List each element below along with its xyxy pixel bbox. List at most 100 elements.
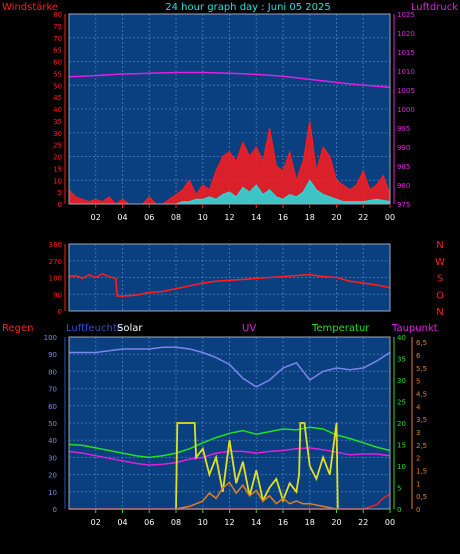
windstaerke-label: Windstärke [2, 2, 58, 13]
panel1-left-tick: 25 [53, 142, 62, 150]
temperatur-label: Temperatur [311, 323, 370, 334]
panel3-humidity-tick: 70 [48, 386, 57, 394]
panel3-dewpoint-tick: 3,5 [416, 416, 427, 424]
x-tick-label: 20 [331, 213, 341, 222]
x-tick-label: 00 [385, 518, 395, 527]
panel2-compass-tick: W [435, 257, 445, 268]
x-tick-label: 22 [358, 518, 368, 527]
panel3-temperature-tick: 0 [397, 506, 401, 514]
panel3-humidity-tick: 50 [48, 420, 57, 428]
panel1-left-tick: 45 [53, 94, 62, 102]
panel3-humidity-tick: 0 [53, 506, 57, 514]
panel3-dewpoint-tick: 6,5 [416, 339, 427, 347]
x-tick-label: 06 [144, 213, 154, 222]
x-tick-label: 08 [171, 213, 181, 222]
panel1-right-tick: 1025 [397, 11, 415, 19]
panel2-left-tick: 0 [58, 308, 62, 316]
panel3-dewpoint-tick: 1 [416, 480, 420, 488]
panel1-right-tick: 980 [397, 182, 410, 190]
panel1-right-tick: 995 [397, 125, 410, 133]
chart-title: 24 hour graph day : Juni 05 2025 [165, 2, 331, 13]
panel2-compass-tick: S [437, 274, 443, 285]
solar-label: Solar [117, 323, 143, 334]
panel1-right-tick: 1005 [397, 87, 415, 95]
x-tick-label: 00 [385, 213, 395, 222]
taupunkt-label: Taupunkt [391, 323, 438, 334]
panel2-frame [68, 243, 391, 312]
panel3-humidity-tick: 30 [48, 454, 57, 462]
x-tick-label: 16 [278, 213, 288, 222]
panel1-right-tick: 975 [397, 201, 410, 209]
panel3-dewpoint-tick: 2,5 [416, 442, 427, 450]
panel1-left-tick: 20 [53, 154, 62, 162]
x-tick-label: 14 [251, 518, 261, 527]
panel3-humidity-tick: 100 [44, 334, 57, 342]
x-tick-label: 12 [224, 213, 234, 222]
luftfeuchte-label: Luftfeuchte [66, 323, 123, 334]
panel1-left-tick: 35 [53, 118, 62, 126]
panel3-dewpoint-tick: 5,5 [416, 365, 427, 373]
x-tick-label: 06 [144, 518, 154, 527]
x-tick-label: 08 [171, 518, 181, 527]
panel3-dewpoint-tick: 1,5 [416, 467, 427, 475]
panel1-right-tick: 990 [397, 144, 410, 152]
panel3-dewpoint-tick: 6 [416, 352, 421, 360]
panel2-compass-tick: N [436, 240, 443, 251]
humidity-series [69, 346, 391, 388]
x-tick-label: 22 [358, 213, 368, 222]
panel1-left-tick: 80 [53, 11, 62, 19]
pressure-series [68, 71, 391, 89]
panel1-left-tick: 30 [53, 130, 62, 138]
x-tick-label: 10 [198, 518, 208, 527]
panel3-temperature-tick: 25 [397, 399, 406, 407]
panel2-left-tick: 180 [49, 275, 62, 283]
panel3-temperature-tick: 35 [397, 356, 406, 364]
panel1-left-tick: 10 [53, 177, 62, 185]
panel2-compass-tick: N [436, 307, 443, 318]
panel3-temperature-tick: 5 [397, 485, 401, 493]
x-tick-label: 04 [117, 518, 127, 527]
panel3-humidity-tick: 80 [48, 368, 57, 376]
panel1-left-tick: 55 [53, 70, 62, 78]
panel1-left-tick: 0 [58, 201, 62, 209]
panel1-left-tick: 40 [53, 106, 62, 114]
wind-direction-series [68, 272, 391, 297]
panel3-humidity-tick: 20 [48, 472, 57, 480]
panel1-right-tick: 1020 [397, 30, 415, 38]
panel3-dewpoint-tick: 4,5 [416, 390, 427, 398]
panel1-left-tick: 65 [53, 47, 62, 55]
x-tick-label: 12 [224, 518, 234, 527]
x-tick-label: 20 [331, 518, 341, 527]
panel3-humidity-tick: 10 [48, 489, 57, 497]
panel1-right-tick: 985 [397, 163, 410, 171]
regen-label: Regen [2, 323, 34, 334]
x-tick-label: 10 [198, 213, 208, 222]
panel3-temperature-tick: 30 [397, 377, 406, 385]
panel1-left-tick: 15 [53, 165, 62, 173]
panel2-left-tick: 90 [53, 291, 62, 299]
panel3-temperature-tick: 20 [397, 420, 406, 428]
panel3-dewpoint-tick: 3 [416, 429, 420, 437]
panel1-left-tick: 50 [53, 82, 62, 90]
panel1-left-tick: 60 [53, 59, 62, 67]
panel3-dewpoint-tick: 2 [416, 455, 420, 463]
x-tick-label: 18 [305, 518, 315, 527]
panel3-temperature-tick: 15 [397, 442, 406, 450]
panel3-temperature-tick: 40 [397, 334, 406, 342]
x-tick-label: 02 [91, 518, 101, 527]
panel2-left-tick: 360 [49, 241, 62, 249]
panel1-right-tick: 1015 [397, 49, 415, 57]
x-tick-label: 04 [117, 213, 127, 222]
panel3-humidity-tick: 60 [48, 403, 57, 411]
panel3-temperature-tick: 10 [397, 463, 406, 471]
luftdruck-label: Luftdruck [411, 2, 458, 13]
panel3-dewpoint-tick: 0 [416, 506, 420, 514]
panel2-left-tick: 270 [49, 258, 62, 266]
panel2-compass-tick: O [436, 290, 444, 301]
panel1-right-tick: 1000 [397, 106, 415, 114]
panel1-right-tick: 1010 [397, 68, 415, 76]
x-tick-label: 18 [305, 213, 315, 222]
panel3-dewpoint-tick: 4 [416, 403, 421, 411]
panel3-dewpoint-tick: 0,5 [416, 493, 427, 501]
